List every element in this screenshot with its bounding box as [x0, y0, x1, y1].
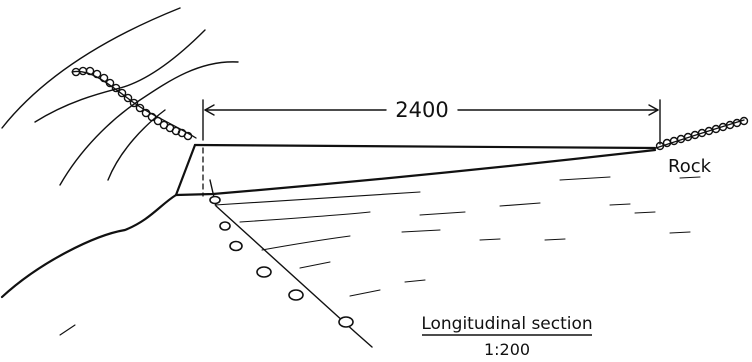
rock-label: Rock [668, 156, 712, 177]
dimension-label: 2400 [395, 98, 448, 122]
rubble-stones-left [71, 66, 193, 141]
cable-floats [209, 195, 354, 328]
dimension-line [202, 99, 661, 145]
scale-label: 1:200 [484, 340, 530, 359]
anchor-cable [209, 179, 373, 348]
labels: 2400 Rock Longitudinal section 1:200 [395, 98, 711, 359]
caption-title: Longitudinal section [421, 314, 592, 334]
hillside-contours [1, 7, 239, 186]
dam-body [0, 143, 657, 299]
sediment-lines [59, 176, 701, 336]
rubble-stones-right [655, 116, 749, 151]
